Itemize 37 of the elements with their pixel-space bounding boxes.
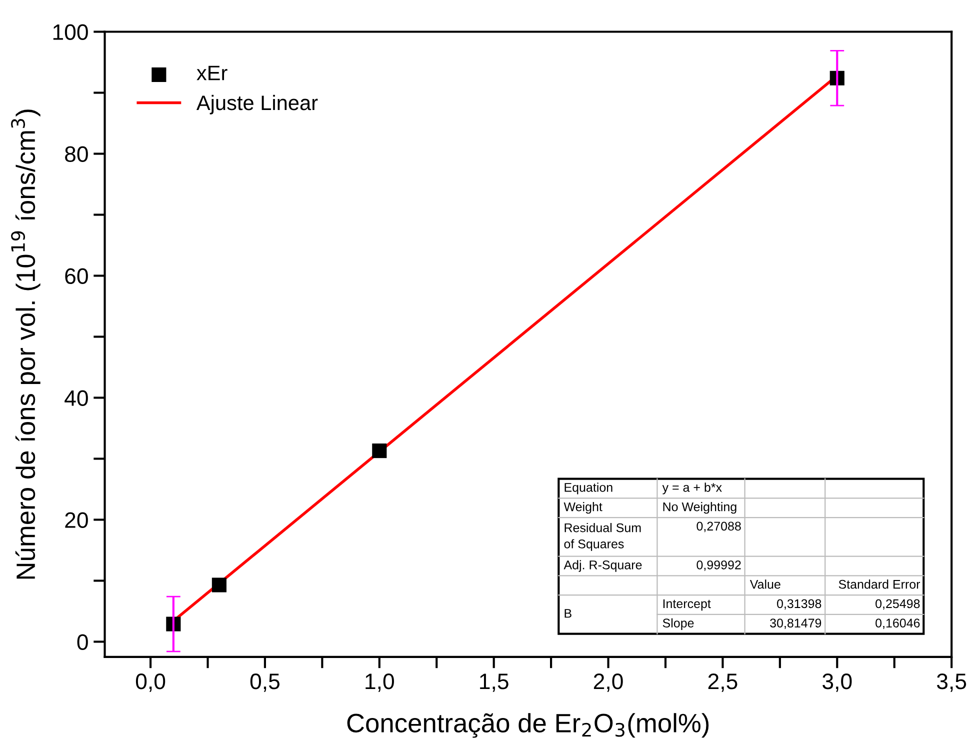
y-axis-title: Número de íons por vol. (10$^{19}$ íons/cm$^{3}$) xyxy=(11,110,40,579)
annotation: 0,31398 xyxy=(777,599,822,610)
y-tick-label: 80 xyxy=(65,146,88,162)
annotation: 0,16046 xyxy=(876,618,920,629)
annotation: Weight xyxy=(564,502,602,514)
annotation: 0,99992 xyxy=(696,560,741,571)
annotation: Residual Sum of Squares xyxy=(564,523,641,551)
annotation: B xyxy=(564,609,572,618)
y-tick-label: 20 xyxy=(65,512,88,528)
y-tick-label: 0 xyxy=(77,634,88,650)
x-tick-label: 2,0 xyxy=(594,674,623,692)
x-tick-label: 3,0 xyxy=(822,674,852,692)
y-tick-label: 60 xyxy=(65,268,88,284)
annotation: Adj. R-Square xyxy=(564,560,642,572)
annotation: No Weighting xyxy=(663,502,736,514)
x-tick-label: 2,5 xyxy=(708,674,738,692)
y-tick-label: 40 xyxy=(64,390,88,406)
x-tick-label: 1,5 xyxy=(480,674,508,692)
annotation: y = a + b*x xyxy=(662,482,722,494)
annotation: 30,81479 xyxy=(770,618,822,629)
annotation: 0,27088 xyxy=(696,522,741,532)
annotation: Slope xyxy=(662,618,694,630)
annotation: 0,25498 xyxy=(876,599,920,610)
legend-label: xEr xyxy=(196,66,228,80)
x-axis-title: Concentração de Er$_{2}$O$_{3}$(mol%) xyxy=(347,713,709,738)
legend-label: Ajuste Linear xyxy=(196,94,318,114)
x-tick-label: 0,0 xyxy=(136,674,166,692)
annotation: Intercept xyxy=(663,599,711,611)
x-tick-label: 0,5 xyxy=(250,674,280,692)
annotation: Standard Error xyxy=(838,580,920,589)
x-tick-label: 3,5 xyxy=(936,674,966,692)
point xyxy=(372,444,387,458)
x-tick-label: 1,0 xyxy=(366,674,394,692)
annotation: Equation xyxy=(564,482,612,494)
y-tick-label: 100 xyxy=(53,24,88,40)
annotation: Value xyxy=(750,580,780,589)
point xyxy=(212,578,226,592)
